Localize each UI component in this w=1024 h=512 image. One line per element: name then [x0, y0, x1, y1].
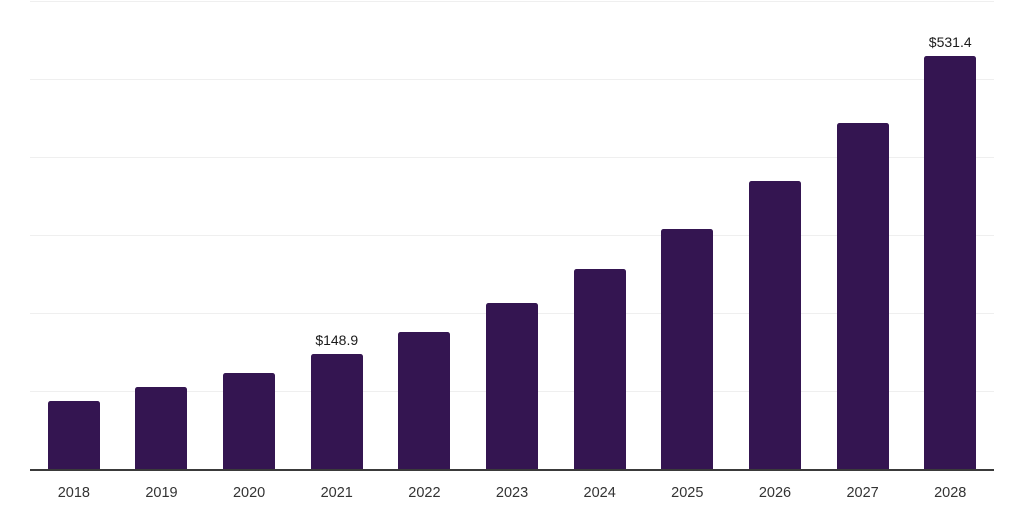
x-tick-label-2028: 2028	[934, 485, 967, 501]
band-2018	[30, 2, 118, 470]
x-tick-label-2019: 2019	[145, 485, 178, 501]
bars-container: $148.9 $531.4	[30, 2, 994, 470]
band-2025	[643, 2, 731, 470]
gridline-400	[30, 157, 994, 158]
x-axis-line	[30, 469, 994, 471]
gridline-500	[30, 79, 994, 80]
bar-2026	[748, 181, 801, 470]
band-2019	[118, 2, 206, 470]
bar-2023	[486, 303, 539, 470]
gridline-600	[30, 1, 994, 2]
bar-2019	[135, 387, 188, 470]
plot-area: $148.9 $531.4	[30, 1, 994, 471]
band-2022	[381, 2, 469, 470]
x-tick-label-2025: 2025	[671, 485, 704, 501]
band-2028: $531.4	[906, 2, 994, 470]
bar-2028	[924, 55, 977, 470]
x-tick-label-2024: 2024	[583, 485, 616, 501]
x-tick-label-2027: 2027	[846, 485, 879, 501]
bar-value-label-2028: $531.4	[928, 33, 972, 50]
bar-2022	[398, 331, 451, 470]
band-2020	[205, 2, 293, 470]
x-tick-label-2021: 2021	[320, 485, 353, 501]
x-tick-label-2023: 2023	[495, 485, 529, 501]
x-axis-tick-labels: 2018 2019 2020 2021 2022 2023 2024 2025 2026 2027…	[30, 470, 994, 501]
gridline-300	[30, 235, 994, 236]
band-2023	[468, 2, 556, 470]
bar-2021	[310, 353, 363, 470]
bar-2027	[836, 123, 889, 470]
bar-2018	[47, 401, 100, 470]
x-tick-label-2018: 2018	[57, 485, 90, 501]
band-2024	[556, 2, 644, 470]
x-tick-label-2022: 2022	[408, 485, 441, 501]
bar-2024	[573, 269, 626, 470]
x-tick-label-2020: 2020	[232, 485, 266, 501]
band-2026	[731, 2, 819, 470]
x-tick-label-2026: 2026	[758, 485, 792, 501]
band-2021: $148.9	[293, 2, 381, 470]
bar-2020	[223, 373, 276, 470]
band-2027	[819, 2, 907, 470]
bar-value-label-2021: $148.9	[315, 331, 359, 348]
bar-2025	[661, 229, 714, 470]
